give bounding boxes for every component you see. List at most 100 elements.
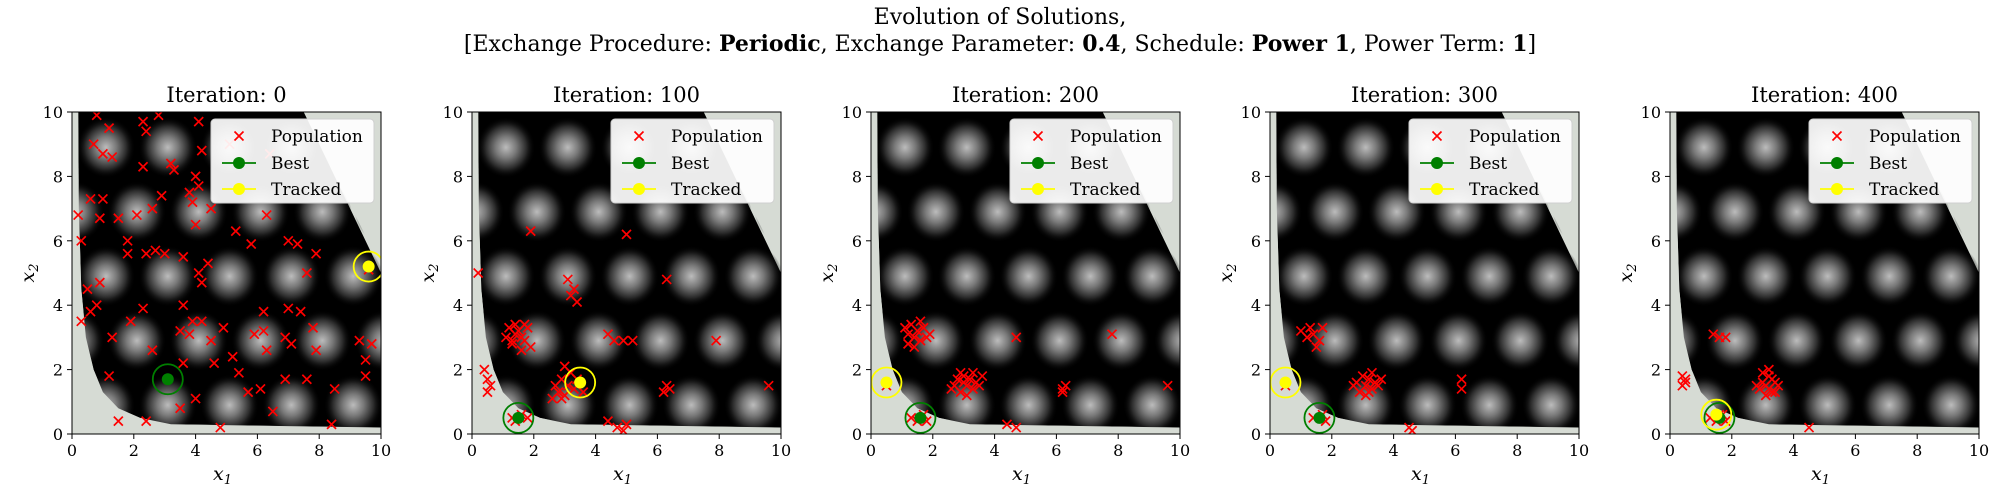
landscape-peak xyxy=(472,181,505,243)
y-tick-label: 10 xyxy=(43,103,63,122)
population-point xyxy=(193,116,204,127)
population-point xyxy=(255,383,266,395)
x-tick-label: 10 xyxy=(771,441,791,460)
population-point xyxy=(763,380,774,391)
population-point xyxy=(249,329,260,340)
population-point xyxy=(1348,380,1359,391)
population-point xyxy=(178,358,189,369)
population-point xyxy=(141,126,152,137)
population-point xyxy=(125,316,136,327)
x-tick-label: 4 xyxy=(990,441,1000,460)
plot-frame xyxy=(870,111,1181,435)
population-point xyxy=(329,383,340,395)
population-point xyxy=(137,303,149,314)
plot-frame xyxy=(71,111,382,435)
y-tick-label: 10 xyxy=(443,103,463,122)
population-point xyxy=(73,209,84,221)
population-point xyxy=(292,238,303,250)
population-point xyxy=(159,248,170,259)
landscape-peak xyxy=(292,310,352,372)
x-tick-label: 4 xyxy=(191,441,201,460)
population-point xyxy=(94,277,105,288)
landscape-peak xyxy=(138,245,198,307)
y-axis-label-base: x xyxy=(1215,272,1237,283)
infeasible-boundary xyxy=(1670,112,1979,434)
tracked-point xyxy=(1279,376,1292,389)
population-point xyxy=(568,283,580,295)
population-point xyxy=(97,193,109,205)
population-point xyxy=(301,267,312,279)
y-tick-label: 10 xyxy=(1241,103,1261,122)
population-point xyxy=(578,387,589,398)
y-tick-label: 0 xyxy=(852,425,862,444)
population-point xyxy=(1001,419,1013,430)
landscape-peak xyxy=(1674,116,1734,179)
landscape-peak xyxy=(723,245,781,307)
landscape-peak xyxy=(1429,310,1488,372)
population-point xyxy=(562,274,573,285)
population-point xyxy=(307,322,319,333)
y-tick-label: 4 xyxy=(852,296,862,315)
x-tick-label: 10 xyxy=(371,441,391,460)
population-point xyxy=(1757,367,1768,378)
y-tick-label: 10 xyxy=(1641,103,1661,122)
population-point xyxy=(977,370,988,382)
y-tick-label: 4 xyxy=(1651,296,1661,315)
legend: Population Best Tracked xyxy=(1009,118,1174,204)
landscape-peak xyxy=(1829,310,1888,372)
legend-label: Best xyxy=(1070,154,1108,174)
landscape-peak xyxy=(138,374,198,434)
best-ring xyxy=(151,363,184,396)
landscape-peak xyxy=(200,245,259,307)
landscape-peak xyxy=(1890,310,1950,372)
legend-tracked-marker xyxy=(1831,183,1843,195)
population-point xyxy=(301,374,312,385)
y-tick-label: 6 xyxy=(53,232,63,251)
y-axis-label: x2 xyxy=(816,264,841,283)
landscape-peak xyxy=(662,374,721,434)
y-tick-label: 2 xyxy=(1651,361,1661,380)
legend-population-marker xyxy=(1032,130,1044,142)
y-tick-label: 4 xyxy=(1251,296,1261,315)
x-axis-label: x1 xyxy=(613,463,632,488)
landscape-peak xyxy=(107,181,167,243)
population-point xyxy=(150,245,161,256)
y-tick-label: 8 xyxy=(453,167,463,186)
x-axis-label-sub: 1 xyxy=(1422,473,1430,488)
population-point xyxy=(165,158,176,169)
landscape-peak xyxy=(76,245,136,307)
landscape-peak xyxy=(1860,374,1919,434)
best-point xyxy=(161,373,174,386)
landscape-peak xyxy=(692,310,752,372)
x-tick-label: 8 xyxy=(314,441,324,460)
population-point xyxy=(246,238,257,250)
landscape-peak xyxy=(600,245,659,307)
plot-frame xyxy=(1269,111,1580,435)
y-axis-label-base: x xyxy=(417,272,439,283)
population-point xyxy=(1376,374,1387,385)
y-tick-label: 8 xyxy=(1251,167,1261,186)
population-point xyxy=(1760,390,1771,401)
population-point xyxy=(482,387,493,398)
legend-label: Population xyxy=(1869,127,1961,147)
y-tick-label: 8 xyxy=(53,167,63,186)
landscape-peak xyxy=(968,310,1028,372)
population-point xyxy=(227,351,238,362)
subplot-title: Iteration: 400 xyxy=(1751,83,1898,107)
population-point xyxy=(295,306,306,317)
landscape-peak xyxy=(538,374,598,434)
legend: Population Best Tracked xyxy=(610,118,775,204)
landscape-peak xyxy=(1705,181,1765,243)
y-tick-label: 0 xyxy=(1651,425,1661,444)
population-point xyxy=(1162,380,1173,391)
population-point xyxy=(131,209,142,221)
landscape-peak xyxy=(538,245,598,307)
power-term-value: 1 xyxy=(1512,31,1528,57)
best-point xyxy=(512,411,525,424)
population-point xyxy=(482,374,493,385)
population-point xyxy=(507,335,518,346)
x-axis-label-base: x xyxy=(613,463,624,485)
